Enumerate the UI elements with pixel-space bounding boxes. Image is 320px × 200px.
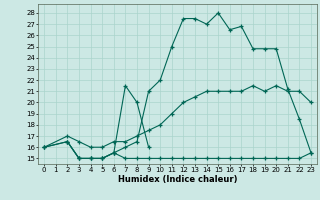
X-axis label: Humidex (Indice chaleur): Humidex (Indice chaleur) (118, 175, 237, 184)
